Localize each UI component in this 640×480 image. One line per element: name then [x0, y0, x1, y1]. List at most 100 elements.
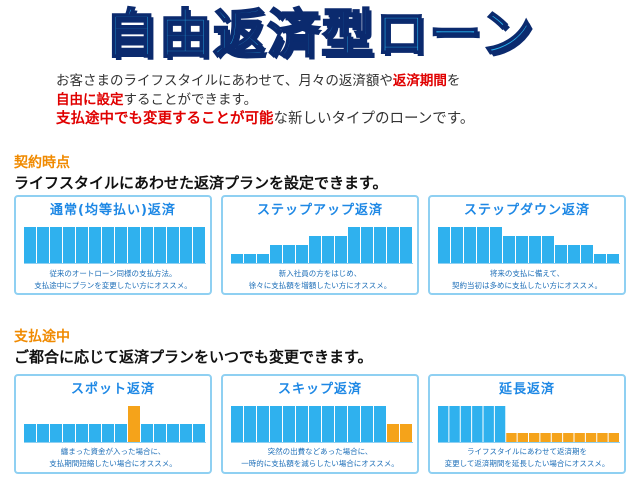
chart-bar [89, 424, 101, 442]
plan-card-step-up: ステップアップ返済 [221, 195, 419, 295]
plan-title-even: 通常(均等払い)返済 [50, 203, 176, 218]
chart-bar [37, 227, 49, 263]
plan-desc-step-up-1: 新入社員の方をはじめ、 [278, 269, 362, 278]
chart-bar [141, 424, 153, 442]
chart-bar [296, 406, 308, 442]
intro-line-1: お客さまのライフスタイルにあわせて、月々の返済額や返済期間を [56, 72, 616, 91]
plan-desc-spot: 纏まった資金が入った場合に、 支払期間短縮したい場合にオススメ。 [14, 446, 212, 470]
plan-card-step-down: ステップダウン返済 [428, 195, 626, 295]
plan-desc-step-up: 新入社員の方をはじめ、 徐々に支払額を増額したい方にオススメ。 [221, 268, 419, 292]
chart-bar [24, 424, 36, 442]
chart-bar [115, 424, 127, 442]
chart-bar [490, 227, 502, 263]
plan-chart-step-down [438, 227, 620, 264]
plan-title-skip: スキップ返済 [277, 382, 362, 397]
chart-bar [180, 424, 192, 442]
chart-bar [180, 227, 192, 263]
chart-bar [387, 227, 399, 263]
chart-bar [608, 433, 620, 442]
chart-bar [309, 406, 321, 442]
chart-bar [581, 245, 593, 263]
chart-bar [167, 424, 179, 442]
chart-bar [563, 433, 574, 442]
intro-line-1-text: お客さまのライフスタイルにあわせて、月々の返済額や [56, 73, 393, 89]
chart-bar [102, 227, 114, 263]
chart-bar [50, 424, 62, 442]
chart-bar [607, 254, 619, 263]
chart-bar [283, 245, 295, 263]
chart-bar [529, 433, 540, 442]
chart-bar [400, 424, 412, 442]
chart-bar [529, 236, 541, 263]
chart-bar [128, 406, 140, 442]
chart-bar [76, 424, 88, 442]
chart-bar [464, 227, 476, 263]
plan-title-spot: スポット返済 [70, 382, 155, 397]
intro-line-2-text: することができます。 [123, 92, 258, 108]
chart-bar [374, 406, 386, 442]
chart-bar [361, 406, 373, 442]
plan-chart-skip [231, 406, 413, 443]
intro-line-1-end: を [446, 73, 461, 89]
chart-bar [141, 227, 153, 263]
plan-desc-even: 従来のオートローン同様の支払方法。 支払途中にプランを変更したい方にオススメ。 [14, 268, 212, 292]
chart-bar [322, 406, 334, 442]
intro-line-3: 支払途中でも変更することが可能な新しいタイプのローンです。 [56, 110, 616, 129]
intro-highlight-free: 自由に設定 [56, 92, 124, 108]
chart-bar [472, 406, 483, 442]
plan-title-step-up: ステップアップ返済 [256, 203, 383, 218]
plan-title-step-down: ステップダウン返済 [463, 203, 590, 218]
plan-desc-spot-1: 纏まった資金が入った場合に、 [60, 447, 166, 456]
chart-bar [494, 406, 506, 442]
chart-bar [244, 254, 256, 263]
chart-bar [257, 254, 269, 263]
plan-desc-step-up-2: 徐々に支払額を増額したい方にオススメ。 [248, 281, 392, 290]
chart-bar [555, 245, 567, 263]
chart-bar [270, 245, 282, 263]
chart-bar [335, 406, 347, 442]
chart-bar [348, 227, 360, 263]
plan-chart-step-up [231, 227, 413, 264]
chart-bar [361, 227, 373, 263]
chart-bar [574, 433, 585, 442]
plan-title-extend: 延長返済 [498, 382, 555, 397]
chart-bar [542, 236, 554, 263]
plan-desc-step-down-1: 将来の支払に備えて、 [489, 269, 565, 278]
chart-bar [460, 406, 472, 442]
plan-desc-step-down: 将来の支払に備えて、 契約当初は多めに支払したい方にオススメ。 [428, 268, 626, 292]
chart-bar [597, 433, 608, 442]
chart-bar [283, 406, 295, 442]
plan-desc-skip-1: 突然の出費などあった場合に、 [267, 447, 373, 456]
chart-bar [322, 236, 334, 263]
chart-bar [128, 227, 140, 263]
page-title: 自由返済型ローン [104, 4, 535, 66]
plan-card-skip: スキップ返済 [221, 374, 419, 474]
chart-bar [585, 433, 597, 442]
plan-desc-extend: ライフスタイルにあわせて返済期を 変更して返済期間を延長したい場合にオススメ。 [428, 446, 626, 470]
chart-bar [309, 236, 321, 263]
chart-bar [506, 433, 517, 442]
plan-chart-extend [438, 406, 620, 443]
chart-bar [63, 424, 75, 442]
chart-bar [193, 227, 205, 263]
chart-bar [63, 227, 75, 263]
chart-bar [438, 227, 450, 263]
intro-highlight-change: 支払途中でも変更することが可能 [56, 111, 274, 127]
chart-bar [438, 406, 449, 442]
plan-chart-spot [24, 406, 206, 443]
chart-bar [400, 227, 412, 263]
plan-desc-extend-1: ライフスタイルにあわせて返済期を [467, 447, 587, 456]
section2-subtitle: ご都合に応じて返済プランをいつでも変更できます。 [14, 348, 373, 366]
chart-bar [231, 406, 243, 442]
plan-chart-even [24, 227, 206, 264]
plan-card-spot: スポット返済 [14, 374, 212, 474]
plan-card-even: 通常(均等払い)返済 [14, 195, 212, 295]
chart-bar [154, 227, 166, 263]
chart-bar [594, 254, 606, 263]
intro-text: お客さまのライフスタイルにあわせて、月々の返済額や返済期間を 自由に設定すること… [56, 72, 616, 129]
chart-bar [102, 424, 114, 442]
chart-bar [296, 245, 308, 263]
section1-subtitle: ライフスタイルにあわせた返済プランを設定できます。 [14, 174, 388, 192]
chart-bar [270, 406, 282, 442]
chart-bar [483, 406, 494, 442]
